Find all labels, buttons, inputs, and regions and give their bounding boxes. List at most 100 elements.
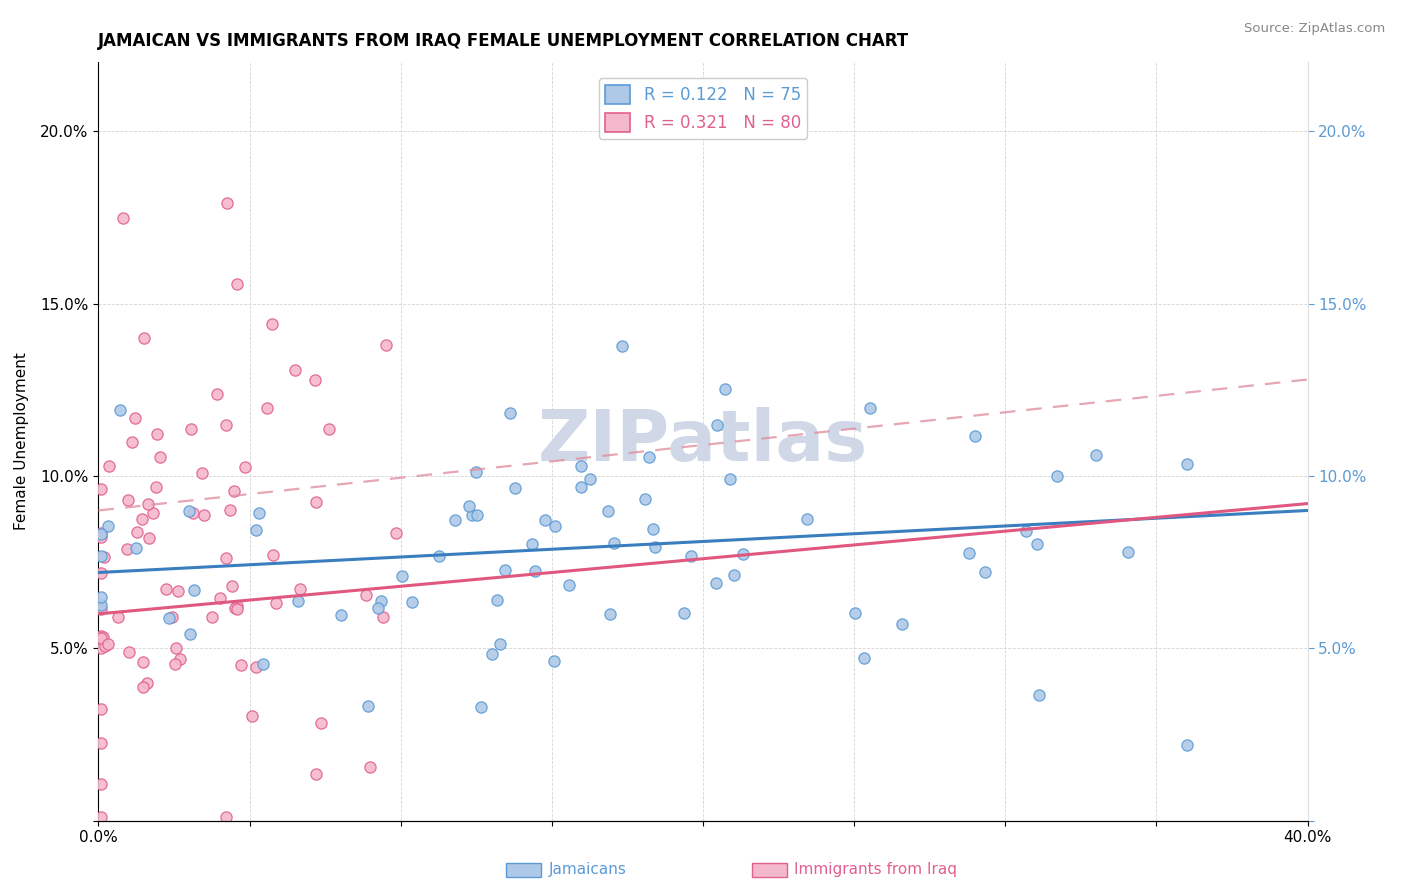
Point [1028,688,1050,702]
Point [193,508,215,523]
Point [90,810,112,824]
Point [470,699,492,714]
Point [444,513,467,527]
Point [90,640,112,655]
Point [288,582,311,596]
Point [522,536,544,550]
Point [90,525,112,540]
Point [1015,524,1038,538]
Point [97,637,120,651]
Point [318,422,340,436]
Point [603,536,626,550]
Point [679,549,702,563]
Point [90,527,112,541]
Point [643,522,665,536]
Point [93,640,115,654]
Point [226,599,249,613]
Point [191,466,214,480]
Point [247,506,270,520]
Point [209,591,232,605]
Point [163,657,186,671]
Point [226,277,249,291]
Point [465,465,488,479]
Point [557,578,579,592]
Point [90,482,112,496]
Point [90,549,112,564]
Point [612,338,634,352]
Point [142,506,165,520]
Point [145,480,167,494]
Point [634,491,657,506]
Point [90,599,112,613]
Point [90,736,112,750]
Point [90,777,112,791]
Point [859,401,882,416]
Point [132,680,155,694]
Point [217,196,239,211]
Point [718,472,741,486]
Point [963,429,986,443]
Point [117,541,139,556]
Point [231,658,253,673]
Point [673,606,696,620]
Point [1116,544,1139,558]
Point [111,211,134,225]
Point [467,508,489,523]
Point [157,611,180,625]
Point [90,631,112,645]
Point [1046,468,1069,483]
Point [218,503,240,517]
Point [481,647,503,661]
Point [569,458,592,473]
Point [1025,537,1047,551]
Point [169,652,191,666]
Point [125,525,148,540]
Text: Source: ZipAtlas.com: Source: ZipAtlas.com [1244,22,1385,36]
Point [391,568,413,582]
Point [305,495,328,509]
Point [215,810,238,824]
Point [93,549,115,564]
Point [90,601,112,615]
Point [97,519,120,533]
Point [90,566,112,580]
Point [215,550,238,565]
Text: ZIPatlas: ZIPatlas [538,407,868,476]
Point [457,499,479,513]
Point [375,337,398,351]
Point [304,373,326,387]
Point [891,617,914,632]
Point [155,582,177,596]
Point [494,563,516,577]
Point [107,609,129,624]
Point [638,450,661,464]
Point [245,524,267,538]
Point [309,715,332,730]
Point [90,629,112,643]
Point [90,530,112,544]
Point [221,579,243,593]
Text: Immigrants from Iraq: Immigrants from Iraq [794,863,957,877]
Point [598,504,620,518]
Point [179,627,201,641]
Point [183,583,205,598]
Point [359,760,381,774]
Point [723,567,745,582]
Point [90,590,112,604]
Point [973,566,995,580]
Point [256,401,278,415]
Point [136,497,159,511]
Point [121,434,143,449]
Point [1175,738,1198,752]
Point [1085,448,1108,462]
Point [149,450,172,464]
Point [367,601,389,615]
Point [385,525,408,540]
Point [180,422,202,436]
Point [957,546,980,560]
Point [534,513,557,527]
Point [852,650,875,665]
Point [1175,457,1198,471]
Point [599,607,621,621]
Point [401,594,423,608]
